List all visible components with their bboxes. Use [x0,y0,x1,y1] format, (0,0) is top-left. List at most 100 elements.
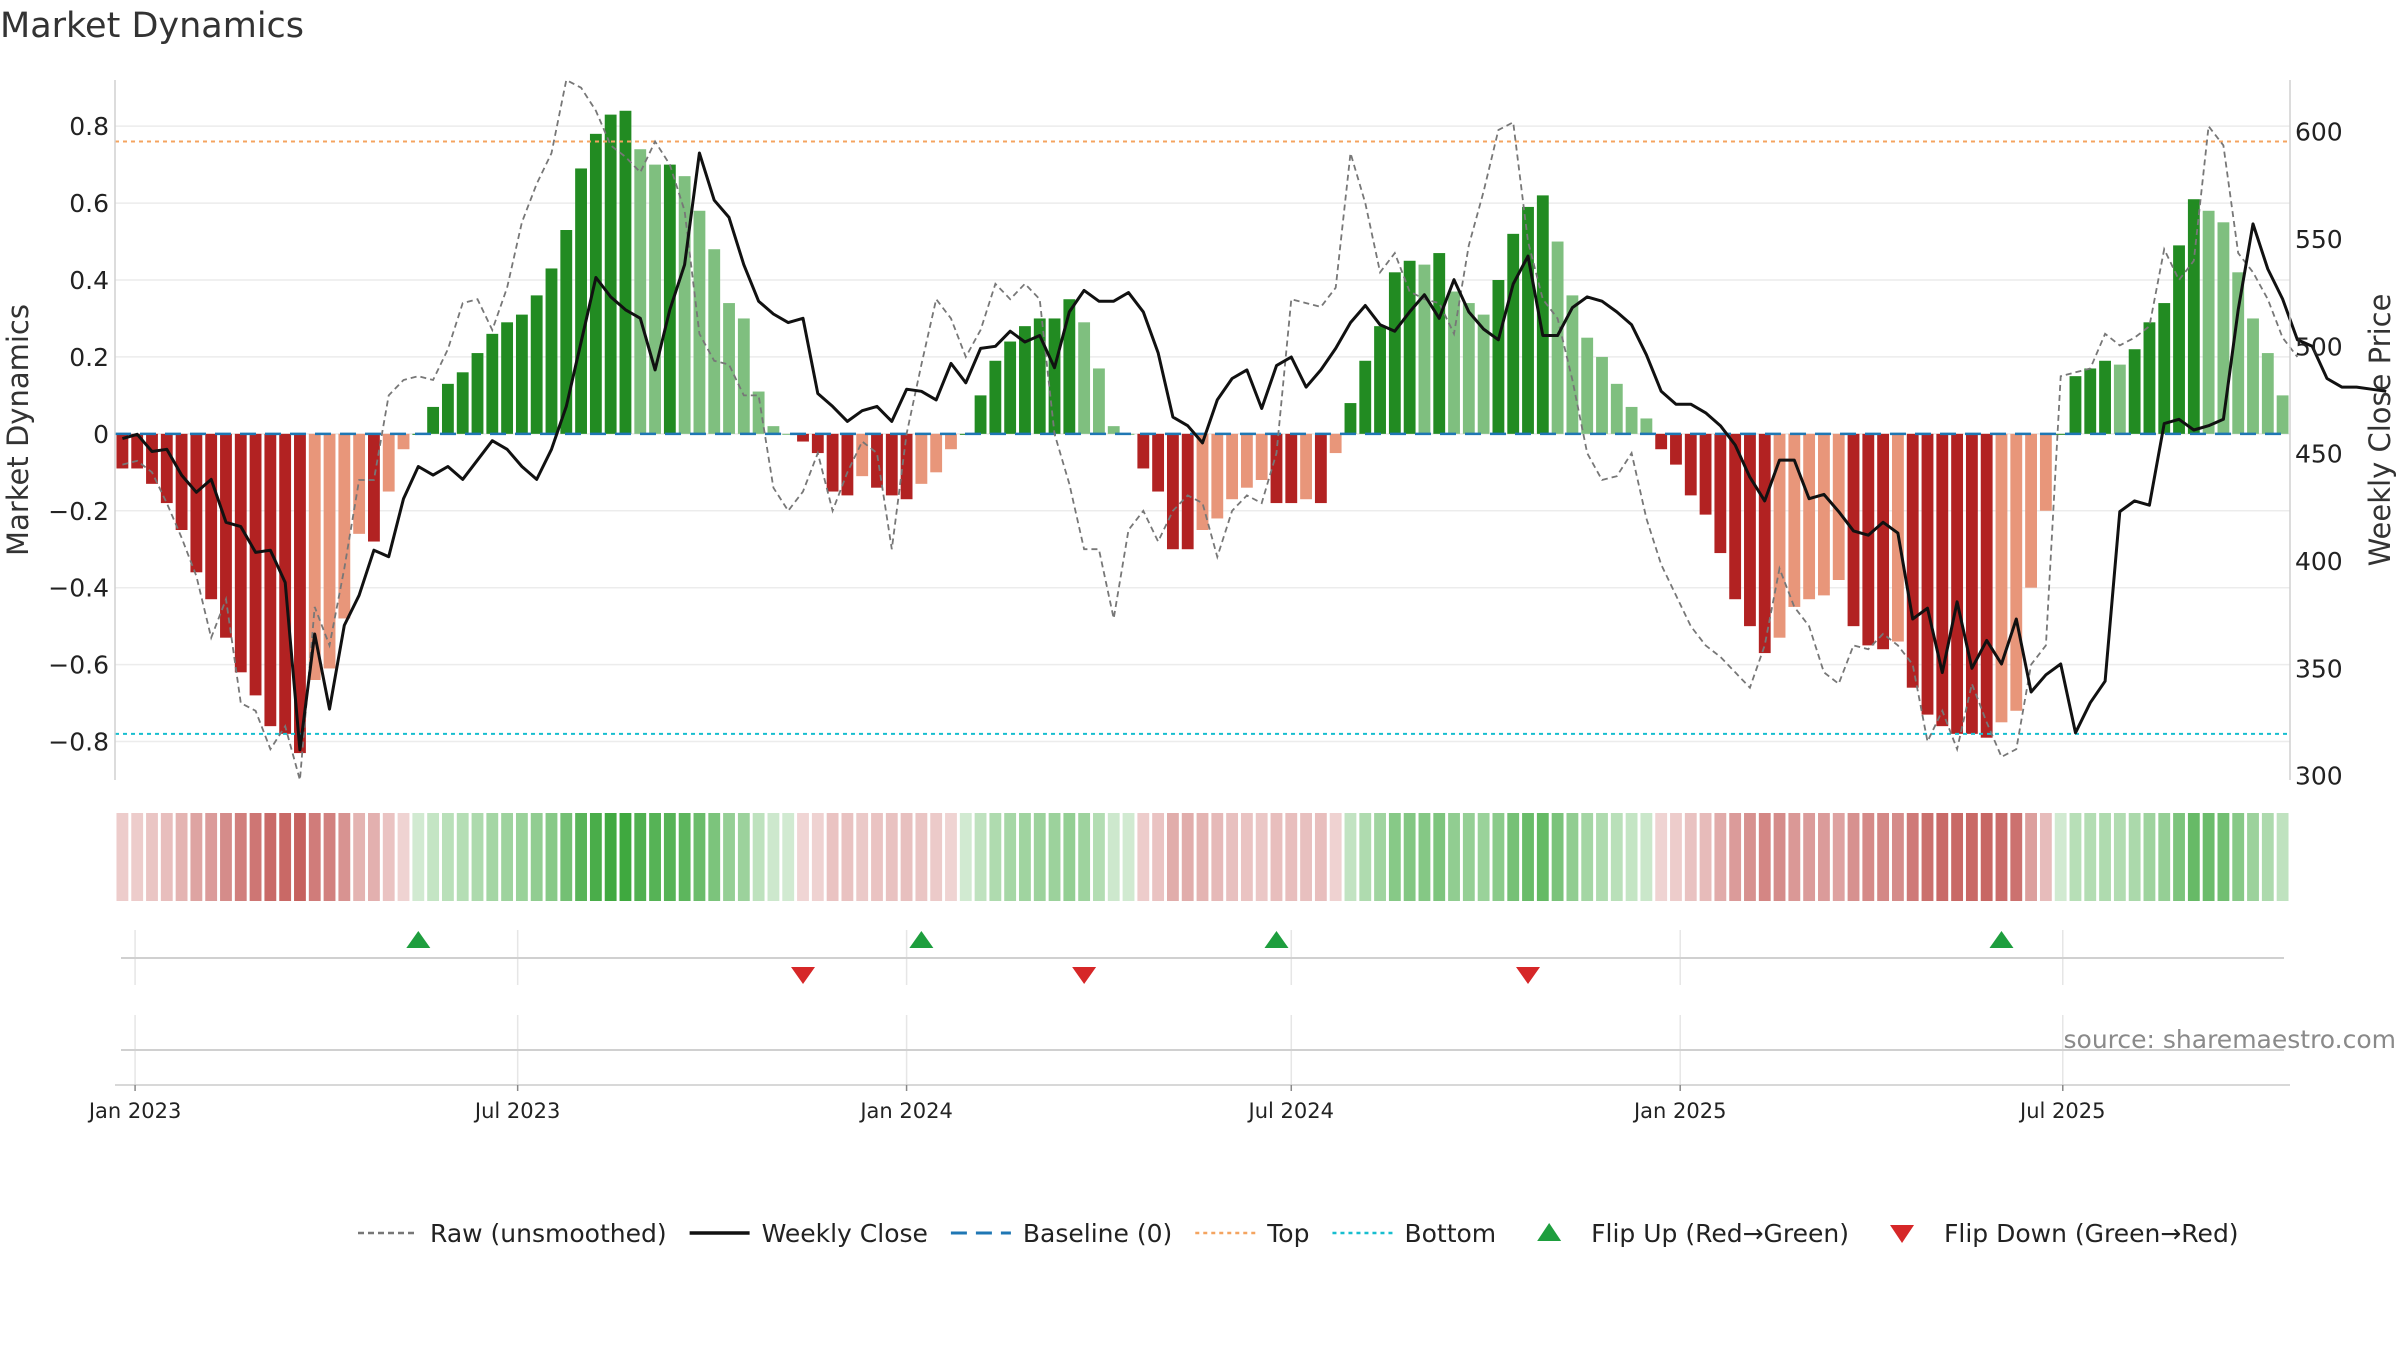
regime-cell [234,813,247,901]
regime-cell [1684,813,1697,901]
regime-cell [2217,813,2230,901]
y-axis-label: Market Dynamics [1,304,35,556]
regime-cell [1891,813,1904,901]
regime-cell [1951,813,1964,901]
regime-cell [1862,813,1875,901]
regime-cell [412,813,425,901]
regime-cell [353,813,366,901]
regime-cell [856,813,869,901]
y2-tick-label: 550 [2295,225,2343,254]
regime-cell [2025,813,2037,901]
regime-cell [885,813,898,901]
regime-cell [264,813,277,901]
bar [1684,433,1697,496]
regime-cell [2276,813,2289,901]
bar [1670,433,1682,465]
regime-cell [1418,813,1431,901]
regime-cell [2128,813,2141,901]
bar [2158,303,2171,434]
bar [1359,360,1372,434]
regime-cell [1551,813,1564,901]
regime-cell [663,813,676,901]
y-tick-label: −0.2 [48,497,109,526]
y2-tick-label: 500 [2295,332,2343,361]
bar [1921,433,1934,715]
x-tick-label: Jan 2025 [1632,1099,1727,1123]
bar [545,268,558,434]
bar [723,303,735,434]
bar [294,433,306,754]
y2-tick-label: 300 [2295,762,2343,791]
bar-series [116,110,2289,754]
y2-tick-label: 600 [2295,118,2343,147]
bar [205,433,218,600]
bar [1374,326,1386,434]
regime-cell [1625,813,1638,901]
bar [249,433,262,696]
regime-cell [427,813,440,901]
regime-cell [2113,813,2126,901]
bar [1314,433,1327,504]
bar [456,372,469,434]
bar [2025,433,2037,588]
regime-cell [1107,813,1120,901]
bar [2099,360,2111,434]
regime-cell [1921,813,1934,901]
bar [885,433,898,496]
bar [1300,433,1312,500]
bar [1270,433,1283,504]
regime-cell [1226,813,1239,901]
regime-cell [160,813,173,901]
regime-cell [190,813,203,901]
bar [1078,322,1091,434]
regime-cell [693,813,706,901]
flip-up-marker [1264,931,1289,948]
reference-lines [115,140,2290,735]
regime-cell [1255,813,1268,901]
regime-cell [1166,813,1179,901]
bar [1773,433,1786,638]
y-tick-label: −0.4 [48,574,109,603]
legend-label: Bottom [1404,1219,1496,1248]
regime-cell [1729,813,1742,901]
bar [1240,433,1253,488]
bar [397,433,410,450]
regime-cell [649,813,661,901]
regime-cell [900,813,913,901]
regime-cell [1004,813,1017,901]
regime-cell [1181,813,1194,901]
regime-cell [530,813,543,901]
bar [1433,253,1446,434]
regime-cell [723,813,735,901]
bar [234,433,247,673]
regime-cell [1744,813,1756,901]
regime-cell [1832,813,1845,901]
y-tick-label: 0.2 [69,343,109,372]
regime-cell [1403,813,1416,901]
regime-cell [1788,813,1801,901]
bar [634,149,647,434]
bar [1329,433,1342,454]
regime-cell [294,813,306,901]
bar [604,114,617,434]
regime-cell [323,813,336,901]
bar [1995,433,2008,723]
bar [471,353,484,434]
regime-cell [205,813,218,901]
bar [1758,433,1771,654]
regime-cell [782,813,795,901]
bar [2039,433,2052,511]
bar [1610,383,1623,434]
regime-cell [2099,813,2111,901]
regime-cell [397,813,410,901]
regime-cell [249,813,262,901]
regime-cell [382,813,395,901]
bar [1965,433,1978,734]
axis-layer: −0.8 −0.6 −0.4 −0.2 0 0.2 0.4 0.6 0.8 300 350 400 45… [48,80,2343,1123]
bar [2069,376,2082,434]
grid-layer [115,125,2290,1085]
flip-up-marker [406,931,431,948]
regime-cell [1655,813,1668,901]
bar [441,383,454,434]
